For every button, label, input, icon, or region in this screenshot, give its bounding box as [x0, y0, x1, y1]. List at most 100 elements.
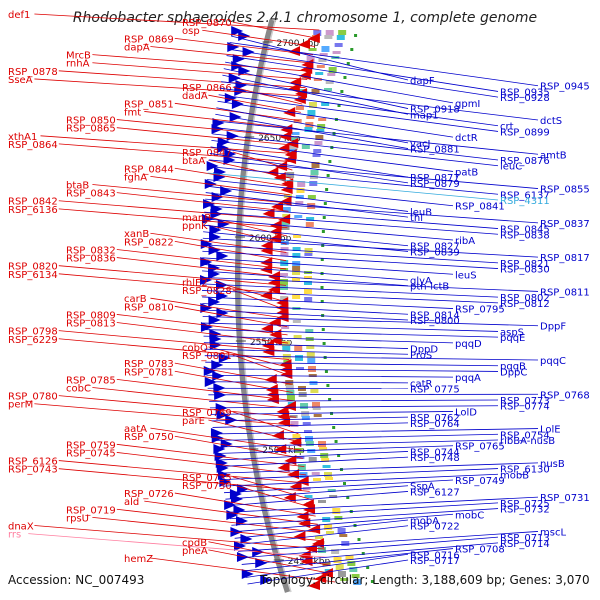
- forward-gene-arrow: [203, 199, 216, 209]
- right-gene-label: RSP_0945: [540, 82, 590, 93]
- left-label-connector: [174, 167, 291, 187]
- left-gene-label: MrcB: [66, 51, 91, 62]
- right-label-connector: [202, 263, 409, 281]
- feature-block: [306, 352, 315, 358]
- left-gene-label: carB: [124, 294, 147, 305]
- left-label-connector: [58, 208, 288, 229]
- right-label-connector: [205, 361, 499, 367]
- right-label-connector: [222, 74, 409, 115]
- right-label-connector: [202, 296, 454, 309]
- left-label-connector: [232, 354, 291, 377]
- left-gene-label: RSP_0828: [182, 286, 232, 297]
- feature-block: [340, 578, 349, 581]
- right-gene-label: pqqA: [455, 373, 481, 384]
- left-label-connector: [116, 257, 287, 278]
- right-gene-label: leuB: [410, 207, 432, 218]
- right-label-connector: [203, 342, 409, 349]
- feature-block: [299, 472, 308, 478]
- feature-block: [290, 421, 299, 427]
- left-label-connector: [58, 468, 310, 492]
- cds-marker: [321, 244, 325, 247]
- right-label-connector: [232, 513, 454, 533]
- right-gene-label: RSP_0795: [455, 305, 505, 316]
- cds-marker: [334, 440, 338, 443]
- right-label-connector: [239, 536, 499, 559]
- feature-block: [306, 217, 315, 221]
- right-gene-label: pqqE: [500, 333, 525, 344]
- right-gene-label: RSP_0837: [540, 219, 590, 230]
- feature-block: [304, 276, 313, 279]
- right-label-connector: [234, 519, 409, 539]
- right-label-connector: [205, 198, 539, 224]
- right-label-connector: [226, 491, 409, 507]
- right-gene-label: RSP_0928: [500, 93, 550, 104]
- left-gene-label: RSP_0810: [124, 302, 174, 313]
- left-gene-label: RSP_0869: [124, 34, 174, 45]
- feature-block: [280, 247, 289, 251]
- forward-gene-arrow: [223, 155, 236, 165]
- feature-block: [316, 65, 325, 68]
- cds-marker: [320, 286, 324, 289]
- feature-block: [323, 88, 332, 91]
- left-gene-label: RSP_0847: [182, 148, 232, 159]
- cds-marker: [357, 538, 361, 541]
- left-gene-label: RSP_0730: [182, 481, 232, 492]
- feature-block: [289, 144, 298, 150]
- right-label-connector: [202, 257, 454, 275]
- left-label-connector: [116, 192, 289, 212]
- feature-block: [292, 434, 301, 440]
- feature-block: [280, 268, 289, 271]
- feature-block: [305, 441, 314, 446]
- right-label-connector: [231, 508, 499, 526]
- left-gene-label: RSP_0769: [182, 408, 232, 419]
- left-label-connector: [58, 70, 306, 89]
- feature-block: [280, 252, 289, 256]
- forward-gene-arrow: [206, 161, 219, 171]
- left-label-connector: [92, 62, 308, 80]
- left-label-connector: [116, 378, 294, 402]
- left-gene-label: dnaX: [8, 522, 34, 533]
- left-label-connector: [116, 322, 289, 344]
- forward-gene-arrow: [238, 66, 251, 76]
- feature-block: [280, 279, 289, 285]
- forward-gene-arrow: [232, 54, 245, 64]
- feature-block: [282, 207, 291, 212]
- forward-gene-arrow: [241, 569, 254, 579]
- feature-block: [281, 326, 290, 329]
- right-gene-label: mscL: [540, 527, 566, 538]
- right-gene-label: mobA: [410, 516, 439, 527]
- right-gene-label: RSP_0876: [500, 156, 550, 167]
- right-gene-label: DppF: [540, 322, 566, 333]
- feature-block: [317, 124, 326, 129]
- reverse-gene-arrow: [261, 340, 274, 350]
- right-label-connector: [215, 113, 409, 149]
- feature-block: [296, 367, 305, 370]
- feature-block: [311, 162, 320, 168]
- cds-marker: [322, 216, 326, 219]
- feature-block: [282, 214, 291, 217]
- cds-marker: [340, 90, 344, 93]
- left-label-connector: [232, 21, 318, 39]
- reverse-gene-arrow: [296, 476, 309, 486]
- left-gene-label: hemZ: [124, 554, 153, 565]
- left-label-connector: [150, 232, 287, 253]
- right-gene-label: RSP_0821: [500, 259, 550, 270]
- right-label-connector: [206, 381, 409, 384]
- right-gene-label: RSP_0773: [500, 396, 550, 407]
- left-label-connector: [116, 314, 288, 336]
- cds-marker: [332, 426, 336, 429]
- feature-block: [321, 46, 330, 52]
- right-gene-label: RSP_0800: [410, 316, 460, 327]
- left-label-connector: [208, 346, 291, 369]
- feature-block: [312, 478, 321, 481]
- right-label-connector: [208, 166, 499, 195]
- right-gene-label: RSP_0708: [455, 545, 505, 556]
- left-label-connector: [174, 240, 287, 262]
- right-gene-label: RSP_0918: [410, 105, 460, 116]
- right-label-connector: [225, 61, 454, 104]
- feature-block: [280, 273, 289, 276]
- right-label-connector: [207, 172, 499, 201]
- left-label-connector: [232, 289, 287, 311]
- left-gene-label: SseA: [8, 75, 33, 86]
- feature-block: [337, 528, 346, 534]
